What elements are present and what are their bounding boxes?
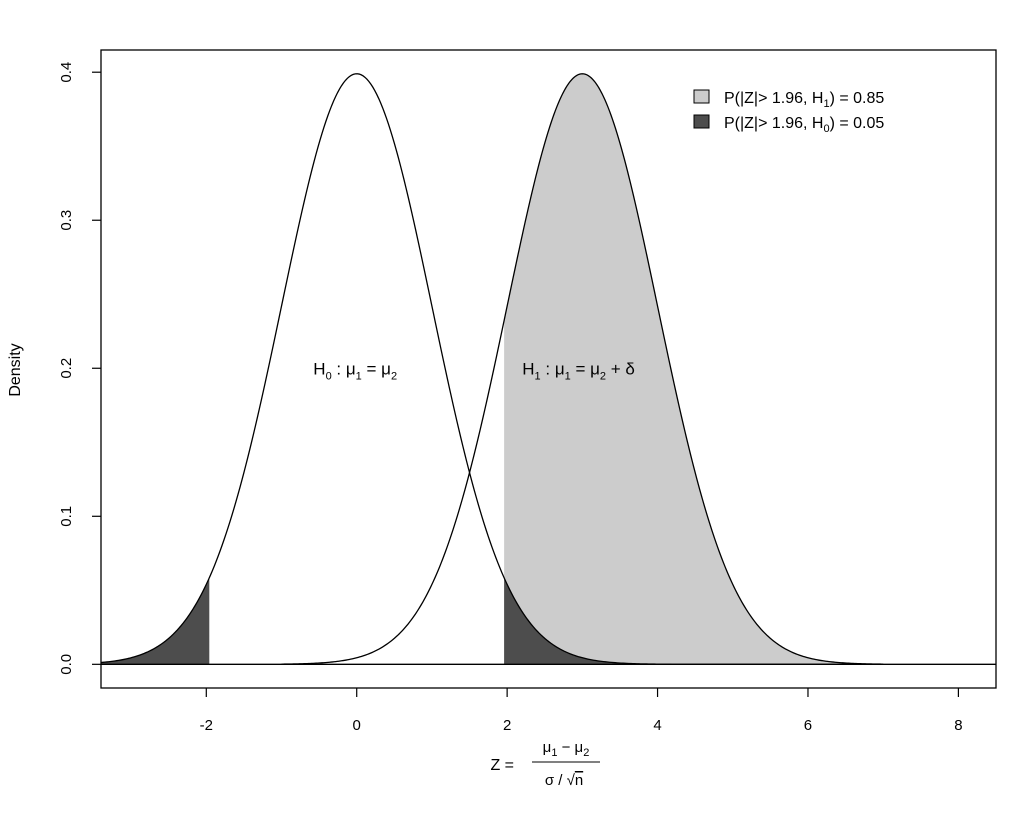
- x-tick-label-6: 6: [804, 717, 812, 734]
- shaded-region-h0-1: [101, 577, 210, 665]
- y-tick-label-0.0: 0.0: [58, 654, 75, 675]
- density-curves: [100, 73, 884, 665]
- annotation-h1: H1 : μ1 = μ2 + δ: [522, 359, 635, 382]
- x-axis-label-numerator: μ1 − μ2: [543, 739, 590, 759]
- x-axis: -2 0 2 4 6 8: [200, 688, 963, 734]
- y-tick-label-0.1: 0.1: [58, 506, 75, 527]
- x-axis-label: Z = μ1 − μ2 σ / √n: [490, 739, 600, 789]
- legend: P(|Z|> 1.96, H1) = 0.85 P(|Z|> 1.96, H0) …: [693, 89, 884, 135]
- x-axis-label-prefix: Z =: [490, 757, 514, 774]
- x-tick-label-4: 4: [653, 717, 661, 734]
- legend-label-0: P(|Z|> 1.96, H1) = 0.85: [724, 90, 884, 110]
- plot-frame: [100, 49, 997, 689]
- y-axis-label: Density: [7, 343, 24, 396]
- y-axis: 0.0 0.1 0.2 0.3 0.4: [58, 62, 101, 675]
- shaded-region-h0-2: [504, 577, 666, 665]
- density-curve-h0: [100, 73, 884, 665]
- y-tick-label-0.2: 0.2: [58, 358, 75, 379]
- x-tick-label--2: -2: [200, 717, 213, 734]
- y-tick-label-0.3: 0.3: [58, 210, 75, 231]
- y-tick-label-0.4: 0.4: [58, 62, 75, 83]
- x-tick-label-8: 8: [954, 717, 962, 734]
- x-tick-label-2: 2: [503, 717, 511, 734]
- density-curve-h1: [281, 73, 884, 665]
- shaded-regions: [101, 73, 884, 665]
- annotation-h0: H0 : μ1 = μ2: [313, 359, 397, 382]
- hypothesis-annotations: H0 : μ1 = μ2 H1 : μ1 = μ2 + δ: [313, 359, 635, 382]
- x-tick-label-0: 0: [353, 717, 361, 734]
- legend-swatch-0: [693, 89, 710, 104]
- legend-label-1: P(|Z|> 1.96, H0) = 0.05: [724, 115, 884, 135]
- x-axis-label-denominator: σ / √n: [545, 772, 583, 789]
- legend-swatch-1: [693, 114, 710, 129]
- shaded-region-h1-0: [504, 73, 884, 665]
